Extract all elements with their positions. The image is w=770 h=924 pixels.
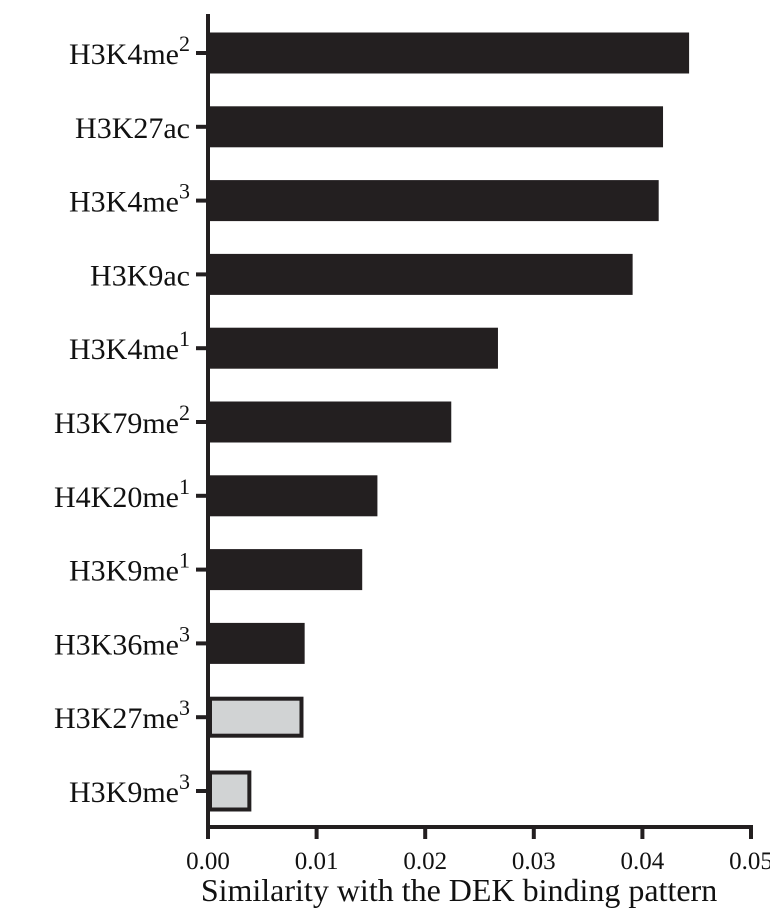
category-label: H3K36me3	[54, 621, 190, 661]
category-label-base: H3K9me	[69, 555, 179, 588]
category-label: H3K9ac	[90, 259, 190, 292]
category-label-superscript: 1	[179, 474, 190, 499]
x-axis: 0.00 0.01 0.02 0.03 0.04 0.05	[186, 825, 770, 875]
bar	[208, 696, 304, 738]
category-label-base: H4K20me	[54, 481, 179, 514]
category-label: H3K79me2	[54, 400, 190, 440]
x-tick-label: 0.00	[186, 848, 230, 875]
category-label: H4K20me1	[54, 474, 190, 514]
category-label-superscript: 3	[179, 769, 190, 794]
bar	[208, 622, 305, 664]
x-tick-label: 0.03	[512, 848, 556, 875]
x-tick-label: 0.04	[621, 848, 665, 875]
category-label-base: H3K36me	[54, 628, 179, 661]
category-label-base: H3K4me	[69, 333, 179, 366]
category-label: H3K4me2	[69, 31, 190, 71]
category-label-base: H3K9me	[69, 776, 179, 809]
bar	[208, 475, 378, 517]
category-label-base: H3K9ac	[90, 259, 190, 292]
category-label-superscript: 1	[179, 548, 190, 573]
bar	[208, 253, 633, 295]
category-label-superscript: 3	[179, 695, 190, 720]
bar	[208, 770, 252, 812]
category-label-superscript: 2	[179, 31, 190, 56]
bar	[208, 549, 363, 591]
category-label-superscript: 1	[179, 326, 190, 351]
category-label: H3K4me1	[69, 326, 190, 366]
category-label-base: H3K4me	[69, 186, 179, 219]
category-label-base: H3K4me	[69, 38, 179, 71]
bar	[208, 180, 659, 222]
bar	[208, 106, 664, 148]
bar	[208, 32, 690, 74]
category-label-superscript: 3	[179, 179, 190, 204]
bar	[208, 401, 452, 443]
category-label-superscript: 2	[179, 400, 190, 425]
category-label-superscript: 3	[179, 621, 190, 646]
x-tick-label: 0.05	[729, 848, 770, 875]
x-tick-label: 0.02	[403, 848, 447, 875]
y-axis: H3K4me2H3K27acH3K4me3H3K9acH3K4me1H3K79m…	[54, 14, 210, 827]
category-label: H3K9me1	[69, 548, 190, 588]
category-label-base: H3K27me	[54, 702, 179, 735]
category-label-base: H3K79me	[54, 407, 179, 440]
category-label: H3K27me3	[54, 695, 190, 735]
category-label: H3K9me3	[69, 769, 190, 809]
x-axis-title: Similarity with the DEK binding pattern	[201, 872, 717, 908]
category-label: H3K27ac	[75, 112, 190, 145]
category-label: H3K4me3	[69, 179, 190, 219]
bar	[208, 327, 498, 369]
category-label-base: H3K27ac	[75, 112, 190, 145]
x-tick-label: 0.01	[295, 848, 339, 875]
bars-group	[208, 32, 690, 812]
